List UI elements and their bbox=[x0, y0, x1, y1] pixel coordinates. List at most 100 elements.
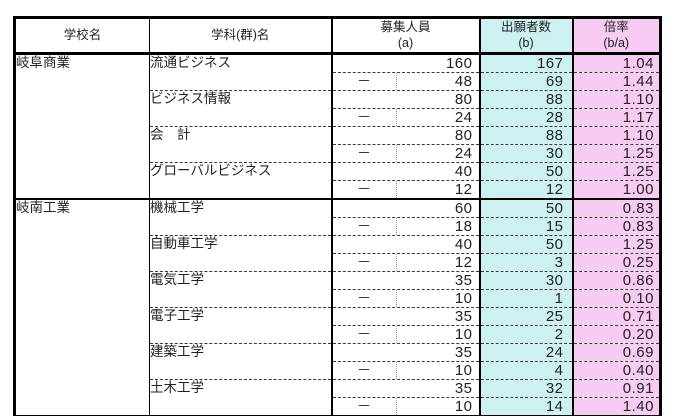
recruit-value: 35 bbox=[454, 379, 473, 397]
dept-name: 土木工学 bbox=[150, 379, 205, 395]
sub-divider-line bbox=[395, 73, 397, 90]
applicants-value: 167 bbox=[536, 54, 564, 72]
recruit-value: 60 bbox=[454, 199, 473, 217]
dash-mark: － bbox=[357, 109, 371, 125]
dash-mark: － bbox=[357, 254, 371, 270]
applicants-value: 50 bbox=[545, 162, 564, 180]
cell-recruit: － 12 bbox=[330, 179, 480, 199]
col-header-recruit: 募集人員 (a) bbox=[330, 17, 480, 55]
cell-recruit: 40 bbox=[330, 161, 480, 180]
table-row: － 12 3 0.25 bbox=[15, 252, 661, 271]
applicants-value: 69 bbox=[545, 72, 564, 90]
recruit-value: 24 bbox=[454, 144, 473, 162]
cell-applicants: 15 bbox=[478, 216, 573, 235]
table-row: － 10 4 0.40 bbox=[15, 360, 661, 379]
sub-divider-line bbox=[395, 398, 397, 415]
cell-ratio: 0.69 bbox=[571, 342, 661, 361]
cell-recruit: 80 bbox=[330, 89, 480, 108]
table-row: － 12 12 1.00 bbox=[15, 179, 661, 199]
ratio-value: 1.10 bbox=[622, 90, 654, 108]
dept-name: 電子工学 bbox=[150, 307, 205, 323]
recruit-value: 48 bbox=[454, 72, 473, 90]
cell-applicants: 50 bbox=[478, 161, 573, 180]
cell-ratio: 1.25 bbox=[571, 161, 661, 180]
applicants-value: 4 bbox=[554, 361, 564, 379]
recruit-value: 35 bbox=[454, 307, 473, 325]
table-row: 土木工学 35 32 0.91 bbox=[15, 378, 661, 416]
ratio-value: 1.25 bbox=[622, 162, 654, 180]
ratio-value: 1.00 bbox=[622, 180, 654, 198]
cell-dept: 機械工学 bbox=[149, 197, 332, 235]
col-header-recruit-sub: (a) bbox=[397, 36, 414, 51]
cell-ratio: 0.71 bbox=[571, 306, 661, 325]
recruit-value: 160 bbox=[445, 54, 473, 72]
ratio-value: 0.69 bbox=[622, 343, 654, 361]
dash-mark: － bbox=[357, 290, 371, 306]
cell-applicants: 32 bbox=[478, 378, 573, 397]
dept-name: 機械工学 bbox=[150, 199, 205, 215]
ratio-value: 0.83 bbox=[622, 199, 654, 217]
cell-recruit: － 24 bbox=[330, 143, 480, 162]
table-row: ビジネス情報 80 88 1.10 bbox=[15, 89, 661, 126]
table-row: － 24 28 1.17 bbox=[15, 107, 661, 126]
cell-applicants: 50 bbox=[478, 234, 573, 253]
applicants-value: 88 bbox=[545, 126, 564, 144]
table-row: グローバルビジネス 40 50 1.25 bbox=[15, 161, 661, 199]
cell-recruit: － 12 bbox=[330, 252, 480, 271]
ratio-value: 0.86 bbox=[622, 271, 654, 289]
table-row: － 18 15 0.83 bbox=[15, 216, 661, 235]
applicants-value: 50 bbox=[545, 235, 564, 253]
table-row: 自動車工学 40 50 1.25 bbox=[15, 234, 661, 271]
applicants-value: 3 bbox=[554, 253, 564, 271]
dash-mark: － bbox=[357, 218, 371, 234]
dash-mark: － bbox=[357, 181, 371, 197]
col-header-recruit-label: 募集人員 bbox=[380, 20, 431, 34]
dept-name: 電気工学 bbox=[150, 271, 205, 287]
cell-ratio: 1.44 bbox=[571, 71, 661, 90]
applicants-value: 25 bbox=[545, 307, 564, 325]
applicants-value: 1 bbox=[554, 289, 564, 307]
col-header-ratio-label: 倍率 bbox=[603, 20, 629, 34]
cell-ratio: 0.25 bbox=[571, 252, 661, 271]
cell-recruit: 35 bbox=[330, 342, 480, 361]
col-header-applicants-sub: (b) bbox=[518, 36, 534, 51]
cell-dept: 土木工学 bbox=[149, 378, 332, 416]
cell-recruit: － 10 bbox=[330, 324, 480, 343]
cell-dept: ビジネス情報 bbox=[149, 89, 332, 126]
dash-mark: － bbox=[357, 326, 371, 342]
applicants-value: 12 bbox=[545, 180, 564, 198]
table-row: 岐阜商業 流通ビジネス 160 167 1.04 bbox=[14, 53, 661, 199]
ratio-value: 1.17 bbox=[622, 108, 654, 126]
ratio-value: 1.44 bbox=[622, 72, 654, 90]
sub-divider-line bbox=[395, 362, 397, 379]
ratio-value: 0.40 bbox=[622, 361, 654, 379]
applicants-value: 15 bbox=[545, 217, 564, 235]
sub-divider-line bbox=[395, 109, 397, 126]
col-header-school: 学校名 bbox=[14, 17, 150, 55]
dash-mark: － bbox=[357, 145, 371, 161]
cell-dept: 電気工学 bbox=[149, 270, 332, 307]
recruit-value: 12 bbox=[454, 180, 473, 198]
recruit-value: 40 bbox=[454, 235, 473, 253]
table-row: 会 計 80 88 1.10 bbox=[15, 125, 661, 162]
cell-ratio: 1.04 bbox=[571, 53, 661, 72]
ratio-value: 1.04 bbox=[622, 54, 654, 72]
cell-school: 岐阜商業 bbox=[14, 53, 150, 199]
sub-divider-line bbox=[395, 145, 397, 162]
applicants-value: 30 bbox=[545, 144, 564, 162]
table-row: － 48 69 1.44 bbox=[15, 71, 661, 90]
cell-applicants: 50 bbox=[478, 197, 573, 217]
cell-ratio: 1.17 bbox=[571, 107, 661, 126]
cell-applicants: 30 bbox=[478, 143, 573, 162]
recruit-value: 12 bbox=[454, 253, 473, 271]
cell-recruit: － 18 bbox=[330, 216, 480, 235]
cell-applicants: 88 bbox=[478, 89, 573, 108]
ratio-value: 1.25 bbox=[622, 235, 654, 253]
cell-recruit: － 10 bbox=[330, 288, 480, 307]
school-name: 岐阜商業 bbox=[16, 54, 70, 70]
school-name: 岐南工業 bbox=[16, 199, 70, 215]
recruit-value: 10 bbox=[454, 397, 473, 415]
sub-divider-line bbox=[395, 180, 397, 198]
recruit-value: 24 bbox=[454, 108, 473, 126]
cell-applicants: 1 bbox=[478, 288, 573, 307]
